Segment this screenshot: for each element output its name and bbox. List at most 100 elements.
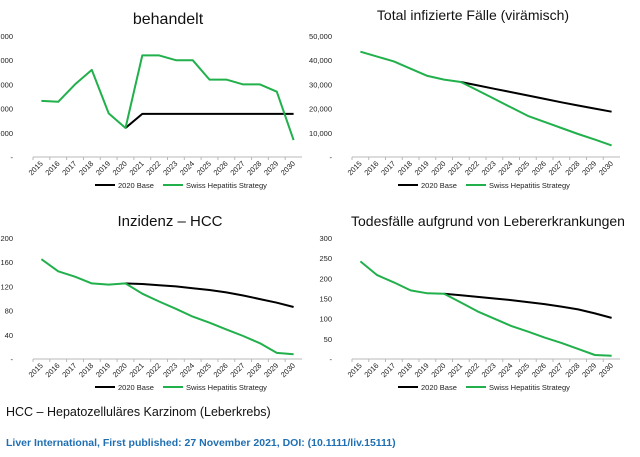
chart-panel-2: Total infizierte Fälle (virämisch) - 10,00… (309, 7, 620, 190)
x-tick-label: 2027 (547, 361, 565, 379)
y-tick-label: 50 (324, 335, 332, 344)
chart-legend: 2020 Base Swiss Hepatitis Strategy (398, 383, 570, 392)
chart-legend: 2020 Base Swiss Hepatitis Strategy (398, 181, 570, 190)
series-line-2020-base (125, 282, 294, 308)
legend-label-swiss-hepatitis-strategy: Swiss Hepatitis Strategy (186, 181, 267, 190)
legend-label-2020-base: 2020 Base (118, 383, 154, 392)
x-tick-label: 2018 (77, 361, 95, 379)
citation: Liver International, First published: 27… (6, 437, 396, 449)
y-tick-label: - (11, 355, 14, 364)
legend-label-swiss-hepatitis-strategy: Swiss Hepatitis Strategy (489, 181, 570, 190)
x-tick-label: 2028 (563, 159, 581, 177)
x-tick-label: 2024 (496, 159, 514, 177)
x-tick-label: 2024 (496, 361, 514, 379)
x-tick-label: 2028 (563, 361, 581, 379)
y-tick-label: 3,000 (0, 80, 13, 89)
y-tick-label: 10,000 (309, 129, 332, 138)
series-line-swiss-hepatitis-strategy (360, 50, 612, 147)
x-tick-label: 2023 (480, 361, 498, 379)
x-tick-label: 2024 (178, 361, 196, 379)
x-tick-label: 2022 (463, 159, 481, 177)
y-tick-label: 100 (319, 315, 332, 324)
x-tick-label: 2027 (228, 159, 246, 177)
x-tick-label: 2029 (262, 159, 280, 177)
x-tick-label: 2018 (396, 159, 414, 177)
x-tick-label: 2030 (597, 361, 615, 379)
chart-panel-1: behandelt-1,0002,0003,0004,0005,00020152… (0, 11, 302, 190)
y-tick-label: 40 (5, 331, 13, 340)
x-tick-label: 2029 (580, 361, 598, 379)
y-tick-label: - (330, 355, 333, 364)
charts-canvas: behandelt-1,0002,0003,0004,0005,00020152… (0, 7, 625, 392)
x-tick-label: 2021 (446, 361, 464, 379)
y-tick-label: 50,000 (309, 32, 332, 41)
legend-label-swiss-hepatitis-strategy: Swiss Hepatitis Strategy (186, 383, 267, 392)
chart-panel-3: Inzidenz – HCC - 40 80 120 160 200 201520162017… (0, 213, 302, 392)
x-tick-label: 2028 (245, 361, 263, 379)
y-tick-label: 30,000 (309, 80, 332, 89)
x-tick-label: 2022 (463, 361, 481, 379)
x-tick-label: 2030 (279, 159, 297, 177)
x-tick-label: 2030 (279, 361, 297, 379)
y-tick-label: 200 (0, 234, 13, 243)
x-tick-label: 2018 (396, 361, 414, 379)
x-tick-label: 2029 (580, 159, 598, 177)
legend-label-2020-base: 2020 Base (421, 383, 457, 392)
x-tick-label: 2026 (212, 159, 230, 177)
x-tick-label: 2020 (111, 361, 129, 379)
x-tick-label: 2016 (362, 361, 380, 379)
legend-label-2020-base: 2020 Base (421, 181, 457, 190)
series-line-swiss-hepatitis-strategy (359, 260, 612, 357)
x-tick-label: 2023 (480, 159, 498, 177)
x-tick-label: 2020 (111, 159, 129, 177)
x-tick-label: 2030 (597, 159, 615, 177)
x-tick-label: 2027 (228, 361, 246, 379)
x-tick-label: 2017 (379, 361, 397, 379)
y-tick-label: 4,000 (0, 56, 13, 65)
chart-title: behandelt (133, 11, 204, 28)
x-tick-label: 2015 (346, 159, 364, 177)
legend-label-swiss-hepatitis-strategy: Swiss Hepatitis Strategy (489, 383, 570, 392)
x-tick-label: 2026 (530, 159, 548, 177)
y-tick-label: 250 (319, 254, 332, 263)
x-tick-label: 2028 (245, 159, 263, 177)
x-tick-label: 2025 (513, 361, 531, 379)
x-tick-label: 2019 (413, 361, 431, 379)
x-tick-label: 2017 (379, 159, 397, 177)
x-tick-label: 2027 (547, 159, 565, 177)
chart-title: Todesfälle aufgrund von Lebererkrankunge… (351, 213, 625, 229)
chart-title: Inzidenz – HCC (117, 213, 222, 230)
x-tick-label: 2023 (161, 361, 179, 379)
x-tick-label: 2022 (144, 361, 162, 379)
x-tick-label: 2016 (43, 159, 61, 177)
x-tick-label: 2016 (362, 159, 380, 177)
series-line-2020-base (460, 81, 612, 113)
chart-title: Total infizierte Fälle (virämisch) (377, 7, 569, 23)
chart-legend: 2020 Base Swiss Hepatitis Strategy (95, 383, 267, 392)
y-tick-label: 5,000 (0, 32, 13, 41)
x-tick-label: 2022 (144, 159, 162, 177)
x-tick-label: 2025 (195, 361, 213, 379)
y-tick-label: 300 (319, 234, 332, 243)
x-tick-label: 2015 (27, 361, 45, 379)
x-tick-label: 2024 (178, 159, 196, 177)
x-tick-label: 2021 (128, 361, 146, 379)
x-tick-label: 2020 (429, 361, 447, 379)
x-tick-label: 2025 (513, 159, 531, 177)
y-tick-label: 1,000 (0, 129, 13, 138)
x-tick-label: 2019 (94, 361, 112, 379)
y-tick-label: 40,000 (309, 56, 332, 65)
x-tick-label: 2019 (94, 159, 112, 177)
legend-label-2020-base: 2020 Base (118, 181, 154, 190)
chart-panel-4: Todesfälle aufgrund von Lebererkrankunge… (319, 213, 625, 392)
y-tick-label: 150 (319, 295, 332, 304)
y-tick-label: - (330, 153, 333, 162)
y-tick-label: 20,000 (309, 105, 332, 114)
x-tick-label: 2020 (429, 159, 447, 177)
series-line-2020-base (444, 292, 612, 319)
x-tick-label: 2018 (77, 159, 95, 177)
y-tick-label: 200 (319, 274, 332, 283)
series-line-swiss-hepatitis-strategy (40, 258, 294, 356)
y-tick-label: - (11, 153, 14, 162)
x-tick-label: 2026 (530, 361, 548, 379)
